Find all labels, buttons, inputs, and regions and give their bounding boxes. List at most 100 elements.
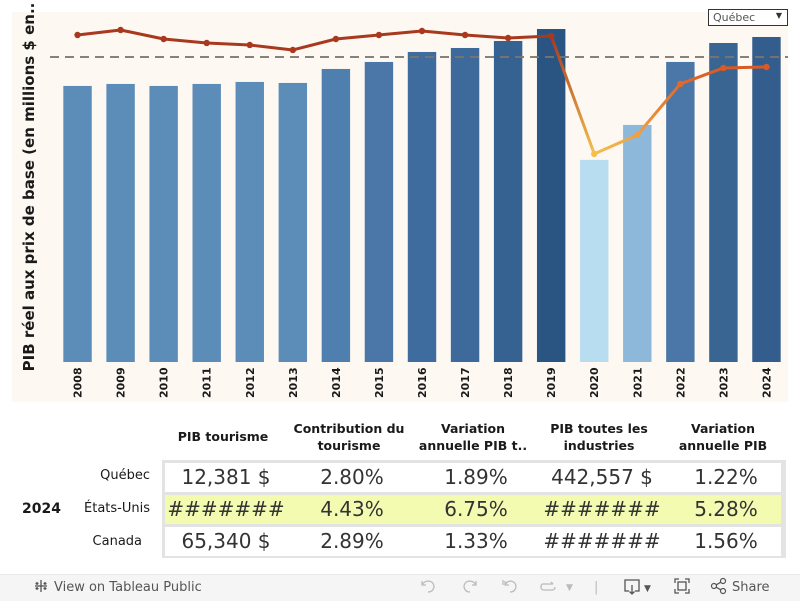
undo-icon <box>421 580 435 593</box>
line-segment-2014-2015 <box>334 33 381 41</box>
y-axis-label-text: PIB réel aux prix de base (en millions $… <box>20 2 38 372</box>
refresh-menu-chevron-icon[interactable]: ▼ <box>566 583 573 593</box>
line-segment-2018-2019 <box>506 34 553 40</box>
line-point-2012[interactable] <box>246 41 253 49</box>
bar-2008[interactable] <box>63 85 92 363</box>
line-point-2009[interactable] <box>117 26 124 34</box>
download-button[interactable]: ▼ <box>622 575 651 601</box>
undo-button[interactable] <box>418 575 438 601</box>
line-segment-2013-2014 <box>291 37 338 52</box>
col-header: Variation annuelle PIB <box>678 421 768 453</box>
x-tick-label: 2014 <box>330 367 343 398</box>
x-tick-label: 2023 <box>717 367 730 398</box>
chevron-down-icon: ▼ <box>775 11 782 20</box>
line-segment-2009-2010 <box>119 28 166 41</box>
x-tick-label: 2008 <box>72 367 85 398</box>
view-on-tableau-public-label: View on Tableau Public <box>54 580 202 595</box>
line-point-2018[interactable] <box>504 34 512 42</box>
line-segment-2012-2013 <box>248 43 295 52</box>
line-point-2020[interactable] <box>591 150 598 158</box>
line-point-2024[interactable] <box>763 63 770 71</box>
x-tick-label: 2018 <box>502 367 515 398</box>
bar-2024[interactable] <box>752 36 781 362</box>
line-point-2008[interactable] <box>74 31 81 39</box>
line-point-2022[interactable] <box>677 80 684 88</box>
line-point-2013[interactable] <box>289 46 297 54</box>
table-cell: 1.22% <box>694 465 758 489</box>
table-body: 12,381 $ 2.80% 1.89% 442,557 $ 1.22% ###… <box>162 460 786 558</box>
fullscreen-button[interactable] <box>672 575 692 601</box>
tableau-toolbar: View on Tableau Public ▼ | ▼ Share <box>0 574 800 601</box>
tableau-logo-icon <box>35 580 47 592</box>
col-header: PIB toutes les industries <box>550 421 648 453</box>
redo-button[interactable] <box>460 575 480 601</box>
bar-2020[interactable] <box>580 159 609 362</box>
bar-2009[interactable] <box>106 83 135 362</box>
line-point-2021[interactable] <box>634 131 641 139</box>
toolbar-divider: | <box>594 580 599 595</box>
bar-2019[interactable] <box>536 29 566 362</box>
redo-icon <box>463 580 477 593</box>
row-label: Québec <box>100 468 150 483</box>
bar-2015[interactable] <box>364 61 394 362</box>
table-cell: 2.89% <box>320 529 384 553</box>
line-point-2015[interactable] <box>375 31 383 39</box>
table-cell: 442,557 $ <box>551 465 653 489</box>
table-row[interactable]: 12,381 $ 2.80% 1.89% 442,557 $ 1.22% <box>165 463 781 492</box>
chart-panel: 2008 2009 2010 2011 2012 2013 2014 2015 2016 2017… <box>12 12 788 402</box>
refresh-icon <box>540 581 556 591</box>
line-point-2016[interactable] <box>418 27 426 35</box>
line-segment-2021-2022 <box>635 82 682 137</box>
refresh-button[interactable] <box>538 575 558 601</box>
x-tick-label: 2017 <box>459 367 472 398</box>
line-segment-2023-2024 <box>721 65 768 70</box>
region-filter-dropdown[interactable]: Québec ▼ <box>708 9 788 26</box>
download-icon <box>624 579 640 595</box>
x-tick-label: 2009 <box>115 367 128 398</box>
view-on-tableau-public-link[interactable]: View on Tableau Public <box>32 575 202 601</box>
line-point-2010[interactable] <box>160 35 167 43</box>
download-chevron-icon: ▼ <box>644 584 651 594</box>
line-segment-2020-2021 <box>592 133 639 156</box>
line-segment-2016-2017 <box>420 29 467 37</box>
share-label: Share <box>732 580 770 595</box>
line-point-2011[interactable] <box>203 39 210 47</box>
bar-2010[interactable] <box>149 85 178 363</box>
bar-line-chart: 2008 2009 2010 2011 2012 2013 2014 2015 2016 2017… <box>50 26 788 398</box>
share-button[interactable]: Share <box>710 575 770 601</box>
bar-2017[interactable] <box>450 47 480 363</box>
table-cell: 1.89% <box>444 465 508 489</box>
table-cell: 12,381 $ <box>181 465 271 489</box>
line-point-2014[interactable] <box>332 35 340 43</box>
line-point-2019[interactable] <box>547 32 555 40</box>
table-row[interactable]: 65,340 $ 2.89% 1.33% ####### 1.56% <box>165 527 781 556</box>
bar-2018[interactable] <box>493 40 523 362</box>
line-segment-2019-2020 <box>549 34 596 156</box>
table-cell: 6.75% <box>444 497 508 521</box>
table-cell: 1.56% <box>694 529 758 553</box>
line-point-2023[interactable] <box>720 64 727 72</box>
bar-2016[interactable] <box>407 51 437 363</box>
line-point-2017[interactable] <box>461 31 469 39</box>
bar-2012[interactable] <box>235 81 264 363</box>
x-tick-label: 2011 <box>201 367 214 398</box>
line-segment-2010-2011 <box>162 37 209 45</box>
bar-2022[interactable] <box>666 61 695 362</box>
bar-2014[interactable] <box>321 68 351 363</box>
x-tick-label: 2016 <box>416 367 429 398</box>
region-filter-value: Québec <box>713 11 756 24</box>
row-label: États-Unis <box>84 501 150 516</box>
table-cell: 1.33% <box>444 529 508 553</box>
revert-button[interactable] <box>500 575 520 601</box>
bar-2023[interactable] <box>709 42 738 363</box>
table-row[interactable]: ####### 4.43% 6.75% ####### 5.28% <box>165 495 781 524</box>
col-header: PIB tourisme <box>177 429 269 444</box>
bar-2013[interactable] <box>278 82 308 363</box>
bar-2011[interactable] <box>192 83 221 362</box>
x-tick-label: 2024 <box>760 367 773 398</box>
x-tick-label: 2022 <box>674 367 687 398</box>
col-header: Contribution du tourisme <box>293 421 405 453</box>
line-segment-2022-2023 <box>678 66 725 86</box>
x-tick-label: 2012 <box>244 367 257 398</box>
bar-2021[interactable] <box>623 124 652 363</box>
